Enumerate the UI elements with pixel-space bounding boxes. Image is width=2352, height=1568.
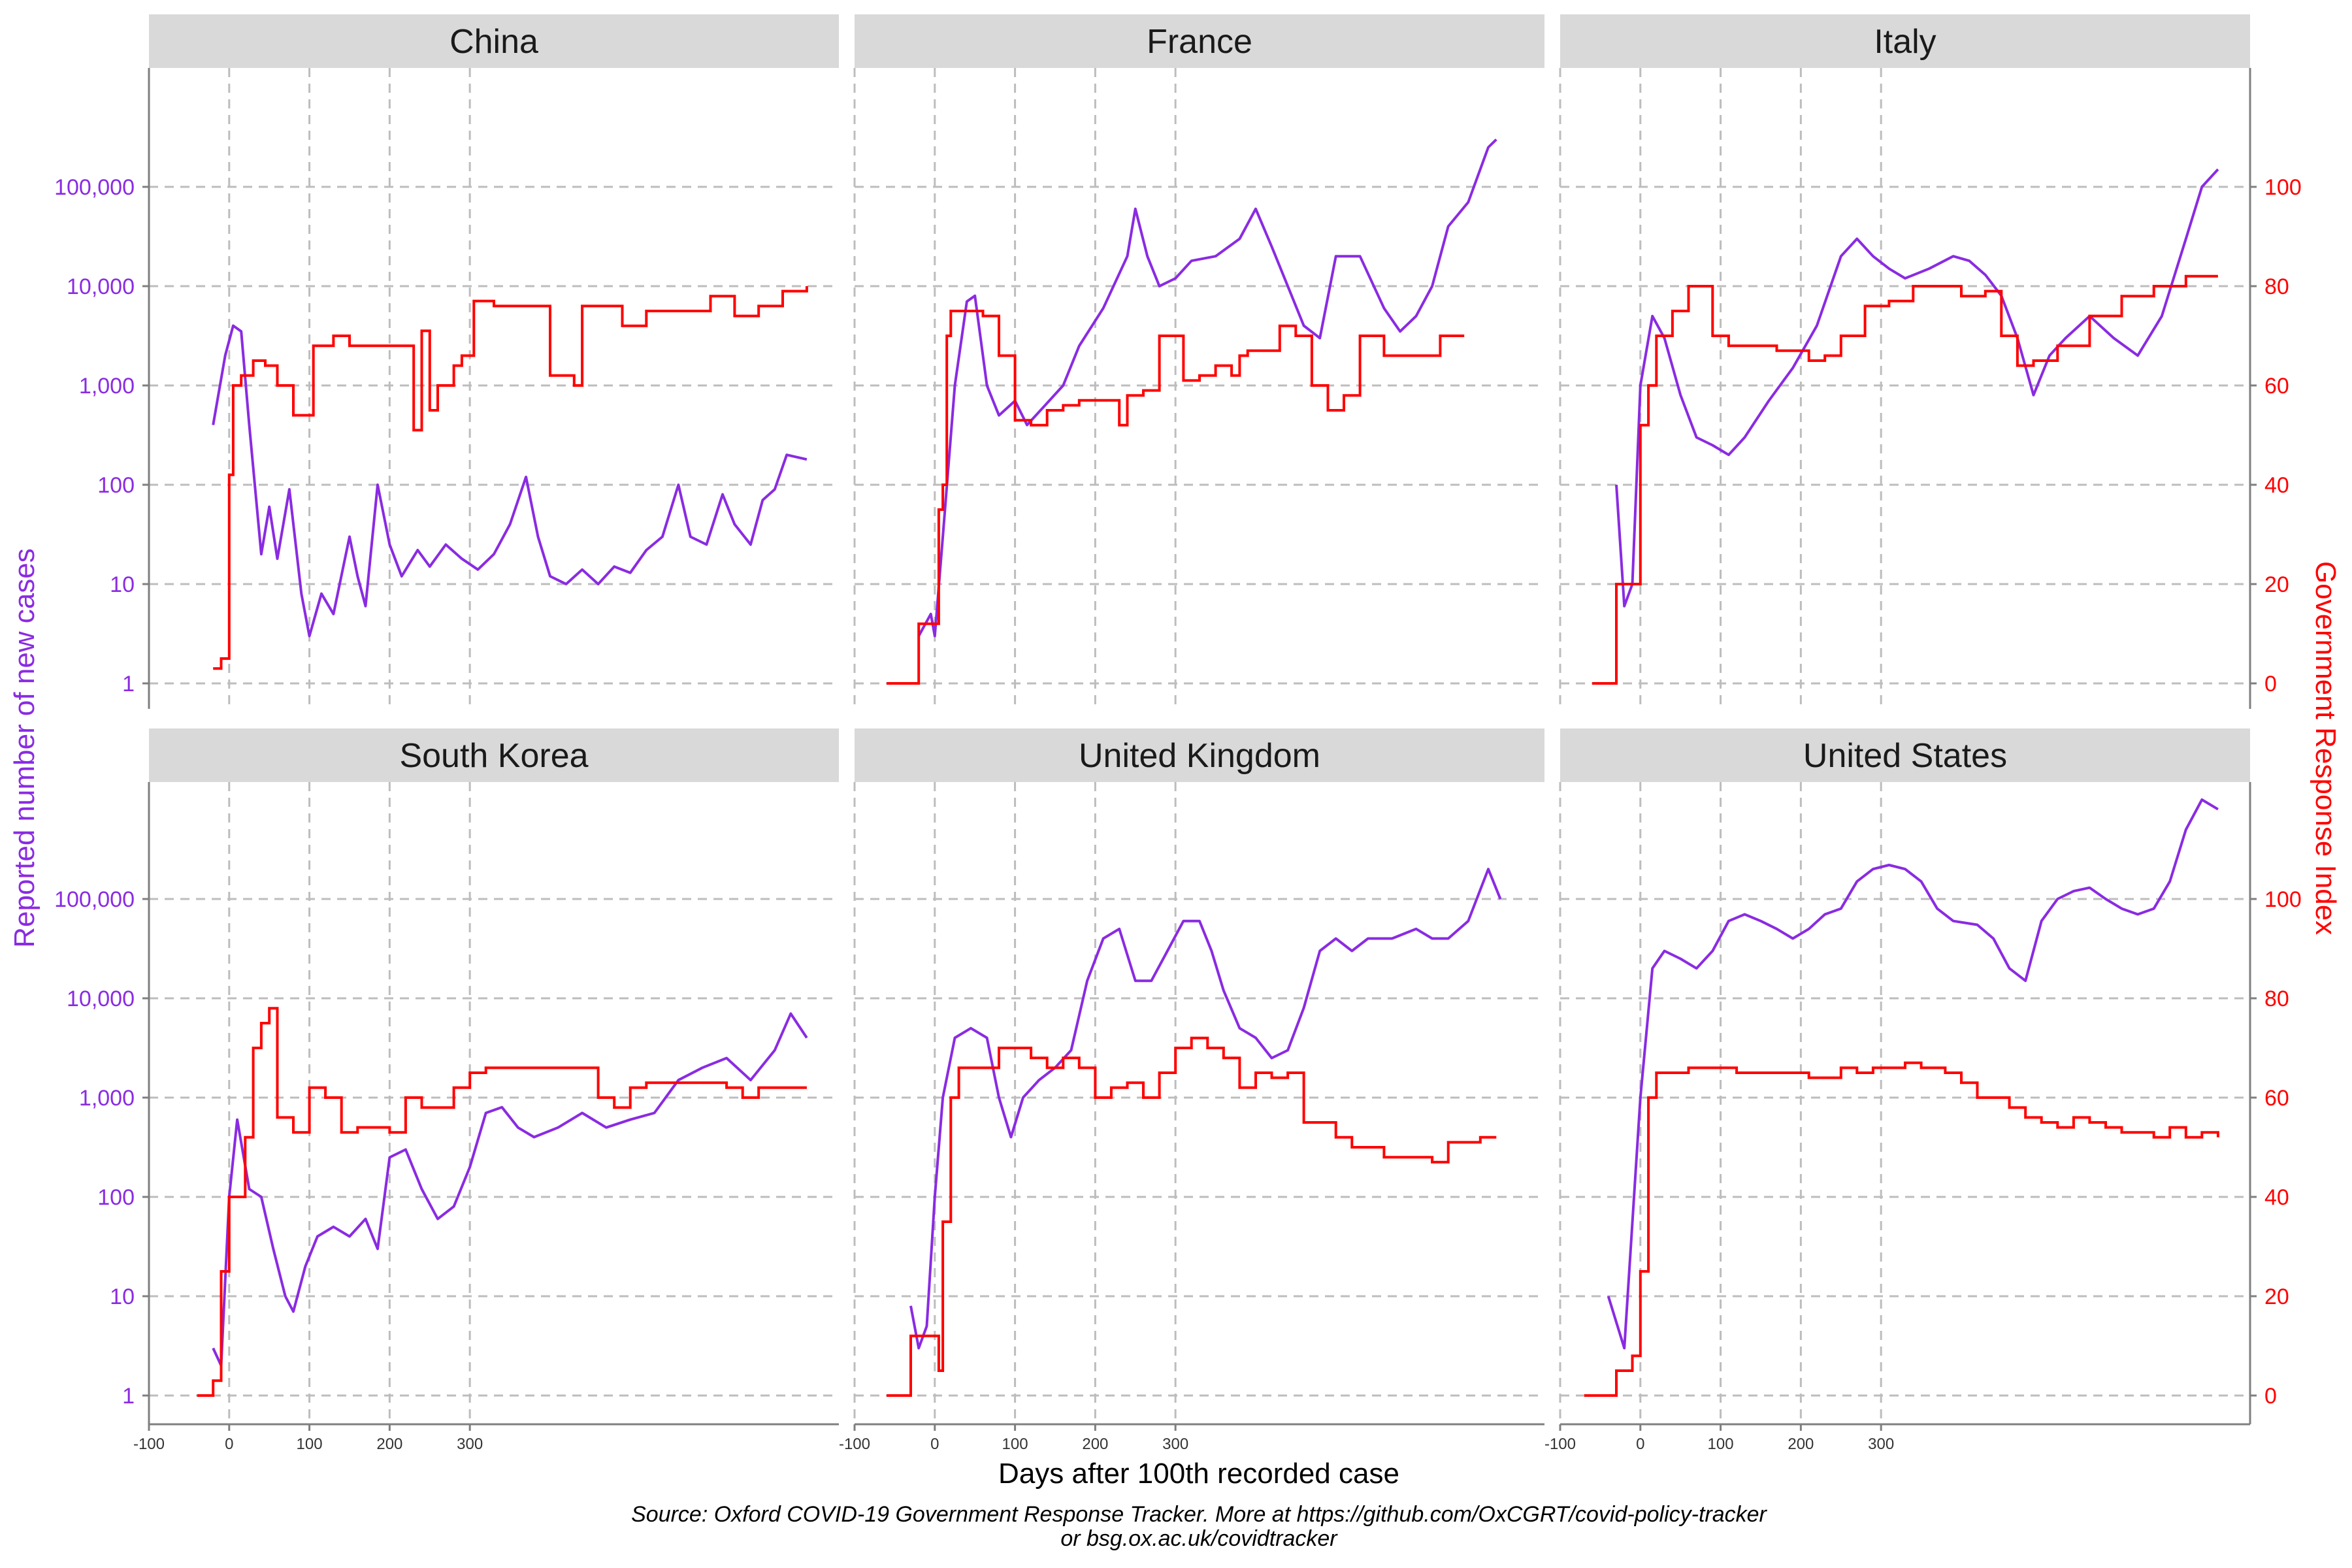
axes-row-2: 1 10 100 1,000 10,000 100,000 0 20 40 60 80 100 bbox=[54, 782, 2302, 1424]
y-right-tick-label: 20 bbox=[2264, 572, 2289, 597]
x-axis-title: Days after 100th recorded case bbox=[998, 1458, 1399, 1490]
axes-layer: 1101001,00010,000100,0000204060801001101… bbox=[54, 68, 2302, 1424]
y-left-tick-label: 100 bbox=[97, 473, 135, 498]
series-line-cases bbox=[1607, 798, 2219, 1350]
x-tick-label: 200 bbox=[1082, 1435, 1108, 1453]
y-left-tick-label: 1 bbox=[122, 672, 135, 696]
series-line-index bbox=[197, 1007, 807, 1397]
series-line-index bbox=[1592, 274, 2218, 685]
y-right-tick-label: 0 bbox=[2264, 672, 2277, 696]
x-tick-label: 0 bbox=[1636, 1435, 1644, 1453]
x-tick-label: 300 bbox=[1868, 1435, 1894, 1453]
y-left-tick-label: 1,000 bbox=[79, 1086, 135, 1111]
panel-strip bbox=[855, 14, 1544, 68]
y-right-tick-label: 100 bbox=[2264, 887, 2302, 912]
series-line-cases bbox=[917, 139, 1497, 638]
panels-layer: China France Italy South Korea -100 0 100 200 30… bbox=[133, 14, 2250, 1453]
y-right-tick-label: 20 bbox=[2264, 1284, 2289, 1309]
y-right-tick-label: 40 bbox=[2264, 473, 2289, 498]
panel-strip bbox=[855, 728, 1544, 782]
x-tick-label: 100 bbox=[1002, 1435, 1028, 1453]
y-right-tick-label: 0 bbox=[2264, 1384, 2277, 1409]
x-tick-label: 200 bbox=[1788, 1435, 1814, 1453]
y-left-tick-label: 1,000 bbox=[79, 374, 135, 399]
caption-line-1: Source: Oxford COVID-19 Government Respo… bbox=[631, 1502, 1767, 1527]
series-line-index bbox=[213, 286, 808, 670]
y-right-tick-label: 60 bbox=[2264, 1086, 2289, 1111]
series-line-cases bbox=[909, 868, 1502, 1350]
y-axis-left-title: Reported number of new cases bbox=[8, 548, 41, 947]
panel-united-states: United States -100 0 100 200 300 bbox=[1544, 728, 2250, 1453]
y-left-tick-label: 10 bbox=[110, 1284, 135, 1309]
panel-south-korea: South Korea -100 0 100 200 300 bbox=[133, 728, 839, 1453]
y-right-tick-label: 40 bbox=[2264, 1185, 2289, 1210]
x-tick-label: 100 bbox=[297, 1435, 323, 1453]
y-left-tick-label: 1 bbox=[122, 1384, 135, 1409]
x-tick-label: 200 bbox=[376, 1435, 402, 1453]
y-right-tick-label: 80 bbox=[2264, 987, 2289, 1011]
panel-strip bbox=[149, 728, 839, 782]
panel-china: China bbox=[148, 14, 839, 709]
x-tick-label: -100 bbox=[1544, 1435, 1576, 1453]
panel-strip bbox=[1560, 728, 2250, 782]
series-line-index bbox=[1584, 1061, 2219, 1397]
x-tick-label: -100 bbox=[839, 1435, 870, 1453]
panel-title: Italy bbox=[1874, 23, 1936, 61]
y-axis-right-title: Government Response Index bbox=[2310, 561, 2342, 935]
y-left-tick-label: 100,000 bbox=[54, 887, 135, 912]
series-line-cases bbox=[212, 324, 808, 638]
y-right-tick-label: 100 bbox=[2264, 175, 2302, 200]
panel-strip bbox=[1560, 14, 2250, 68]
series-line-index bbox=[887, 310, 1465, 685]
y-left-tick-label: 100 bbox=[97, 1185, 135, 1210]
panel-strip bbox=[149, 14, 839, 68]
x-tick-label: 0 bbox=[930, 1435, 939, 1453]
panel-united-kingdom: United Kingdom -100 0 100 200 300 bbox=[839, 728, 1544, 1453]
series-line-cases bbox=[212, 1012, 808, 1367]
panel-italy: Italy bbox=[1559, 14, 2250, 709]
panel-title: China bbox=[449, 23, 538, 61]
x-tick-label: -100 bbox=[133, 1435, 165, 1453]
panel-title: South Korea bbox=[399, 737, 588, 775]
x-tick-label: 100 bbox=[1708, 1435, 1734, 1453]
y-left-tick-label: 10 bbox=[110, 572, 135, 597]
y-left-tick-label: 10,000 bbox=[67, 987, 135, 1011]
x-tick-label: 300 bbox=[1162, 1435, 1188, 1453]
caption-line-2: or bsg.ox.ac.uk/covidtracker bbox=[1060, 1526, 1338, 1551]
panel-title: United States bbox=[1803, 737, 2007, 775]
axes-row-1: 1 10 100 1,000 10,000 100,000 0 20 40 60 80 100 bbox=[54, 68, 2302, 709]
panel-france: France bbox=[853, 14, 1544, 709]
series-line-index bbox=[887, 1036, 1497, 1397]
x-tick-label: 0 bbox=[225, 1435, 233, 1453]
series-line-cases bbox=[1615, 168, 2219, 608]
y-left-tick-label: 100,000 bbox=[54, 175, 135, 200]
y-right-tick-label: 80 bbox=[2264, 274, 2289, 299]
y-right-tick-label: 60 bbox=[2264, 374, 2289, 399]
y-left-tick-label: 10,000 bbox=[67, 274, 135, 299]
panel-title: United Kingdom bbox=[1079, 737, 1320, 775]
x-tick-label: 300 bbox=[457, 1435, 483, 1453]
panel-title: France bbox=[1147, 23, 1252, 61]
